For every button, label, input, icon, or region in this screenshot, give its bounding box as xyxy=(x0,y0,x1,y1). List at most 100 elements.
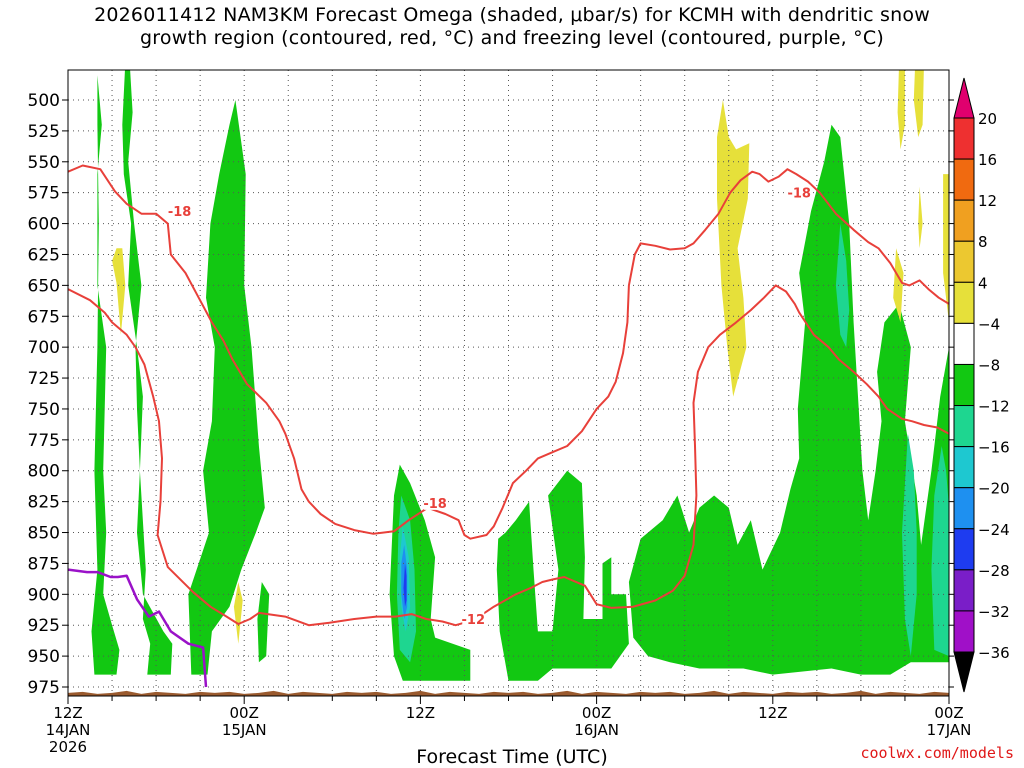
colorbar-label: −32 xyxy=(978,603,1010,621)
chart-title-line2: growth region (contoured, red, °C) and f… xyxy=(140,27,884,49)
colorbar-segment xyxy=(953,158,975,201)
y-tick-label: 675 xyxy=(28,307,60,327)
y-tick-label: 750 xyxy=(28,400,60,420)
y-tick-label: 650 xyxy=(28,276,60,296)
x-tick-label: 00Z xyxy=(582,704,611,722)
y-tick-label: 775 xyxy=(28,431,60,451)
colorbar-label: 8 xyxy=(978,233,988,251)
axes: 500 525 550 575 600 625 650 675 700 725 750 775 800 8… xyxy=(28,69,972,756)
colorbar-label: −4 xyxy=(978,315,1000,333)
colorbar-segment xyxy=(953,281,975,324)
colorbar: 20 16 12 8 4 −4 −8 −12 −16 −20 −24 −28 −32 −36 xyxy=(953,77,1010,693)
y-tick-label: 725 xyxy=(28,369,60,389)
y-tick-label: 500 xyxy=(28,91,60,111)
omega-region-pos-1 xyxy=(112,248,126,335)
y-tick-label: 550 xyxy=(28,153,60,173)
colorbar-segment xyxy=(953,363,975,407)
y-tick-label: 525 xyxy=(28,122,60,142)
y-tick-label: 575 xyxy=(28,184,60,204)
contour-label: -18 xyxy=(168,205,192,220)
y-tick-label: 850 xyxy=(28,524,60,544)
colorbar-label: 16 xyxy=(978,151,997,169)
colorbar-segment xyxy=(953,569,975,612)
isotherm-minus12-line xyxy=(68,284,949,627)
omega-region-neg-2 xyxy=(122,70,173,675)
x-tick-label: 2026 xyxy=(49,738,87,756)
omega-region-neg-3 xyxy=(188,100,265,675)
y-tick-label: 600 xyxy=(28,215,60,235)
omega-region-neg-10 xyxy=(496,470,629,681)
colorbar-segment xyxy=(953,528,975,571)
y-tick-label: 950 xyxy=(28,647,60,667)
contour-lines xyxy=(68,164,949,688)
omega-region-neg-14 xyxy=(931,446,949,657)
omega-region-pos-2 xyxy=(233,582,243,644)
y-tick-label: 975 xyxy=(28,678,60,698)
colorbar-label: −24 xyxy=(978,521,1010,539)
y-tick-label: 825 xyxy=(28,493,60,513)
y-tick-label: 800 xyxy=(28,462,60,482)
freezing-level-line xyxy=(68,568,208,688)
omega-region-neg-12 xyxy=(835,223,850,348)
contour-label: -18 xyxy=(787,187,811,202)
omega-region-neg-9 xyxy=(403,563,407,607)
contour-labels: -18 -18 -18 -12 xyxy=(168,184,811,628)
omega-region-neg-1 xyxy=(91,75,120,675)
y-tick-label: 625 xyxy=(28,245,60,265)
omega-region-neg-4 xyxy=(257,582,270,663)
omega-region-neg-13 xyxy=(902,433,917,657)
colorbar-label: 20 xyxy=(978,110,997,128)
x-axis-label: Forecast Time (UTC) xyxy=(416,746,608,768)
ground-surface xyxy=(68,690,949,696)
omega-region-pos-4 xyxy=(897,70,905,150)
colorbar-top-arrow xyxy=(953,77,975,119)
contour-label: -18 xyxy=(423,497,447,512)
colorbar-segment xyxy=(953,487,975,530)
grid-lines xyxy=(68,70,949,696)
x-tick-label: 15JAN xyxy=(222,721,267,739)
colorbar-label: −12 xyxy=(978,398,1010,416)
x-tick-label: 17JAN xyxy=(927,721,972,739)
y-tick-label: 875 xyxy=(28,554,60,574)
isotherm-minus18-line xyxy=(68,164,949,540)
colorbar-label: −36 xyxy=(978,644,1010,662)
y-tick-label: 900 xyxy=(28,585,60,605)
colorbar-segment xyxy=(953,405,975,448)
omega-region-pos-8 xyxy=(918,186,923,249)
colorbar-label: 4 xyxy=(978,274,988,292)
colorbar-segment xyxy=(953,610,975,653)
omega-region-neg-11 xyxy=(628,124,949,675)
chart-title-line1: 2026011412 NAM3KM Forecast Omega (shaded… xyxy=(94,4,930,26)
ground-layer xyxy=(68,690,949,696)
colorbar-label: −20 xyxy=(978,480,1010,498)
y-tick-label: 925 xyxy=(28,616,60,636)
colorbar-segment xyxy=(953,446,975,489)
x-tick-label: 16JAN xyxy=(574,721,619,739)
x-tick-label: 00Z xyxy=(230,704,259,722)
omega-region-pos-5 xyxy=(913,70,924,138)
chart-title: 2026011412 NAM3KM Forecast Omega (shaded… xyxy=(0,4,1024,50)
colorbar-segment xyxy=(953,322,975,365)
colorbar-label: −8 xyxy=(978,356,1000,374)
colorbar-segment xyxy=(953,199,975,242)
contour-label-bg xyxy=(424,494,447,510)
credit-text: coolwx.com/models xyxy=(860,744,1014,762)
omega-region-pos-3 xyxy=(717,100,750,397)
colorbar-label: −28 xyxy=(978,562,1010,580)
omega-region-pos-7 xyxy=(943,174,949,323)
contour-label-bg xyxy=(168,203,191,219)
contour-label-bg xyxy=(788,184,811,200)
colorbar-segment xyxy=(953,117,975,160)
colorbar-bottom-arrow xyxy=(953,651,975,693)
omega-shading xyxy=(91,70,949,681)
colorbar-label: 12 xyxy=(978,192,997,210)
x-tick-label: 14JAN xyxy=(46,721,91,739)
x-tick-label: 12Z xyxy=(53,704,82,722)
x-tick-label: 12Z xyxy=(758,704,787,722)
x-tick-label: 12Z xyxy=(406,704,435,722)
colorbar-label: −16 xyxy=(978,439,1010,457)
y-tick-label: 700 xyxy=(28,338,60,358)
contour-label: -12 xyxy=(462,613,486,628)
colorbar-segment xyxy=(953,240,975,283)
